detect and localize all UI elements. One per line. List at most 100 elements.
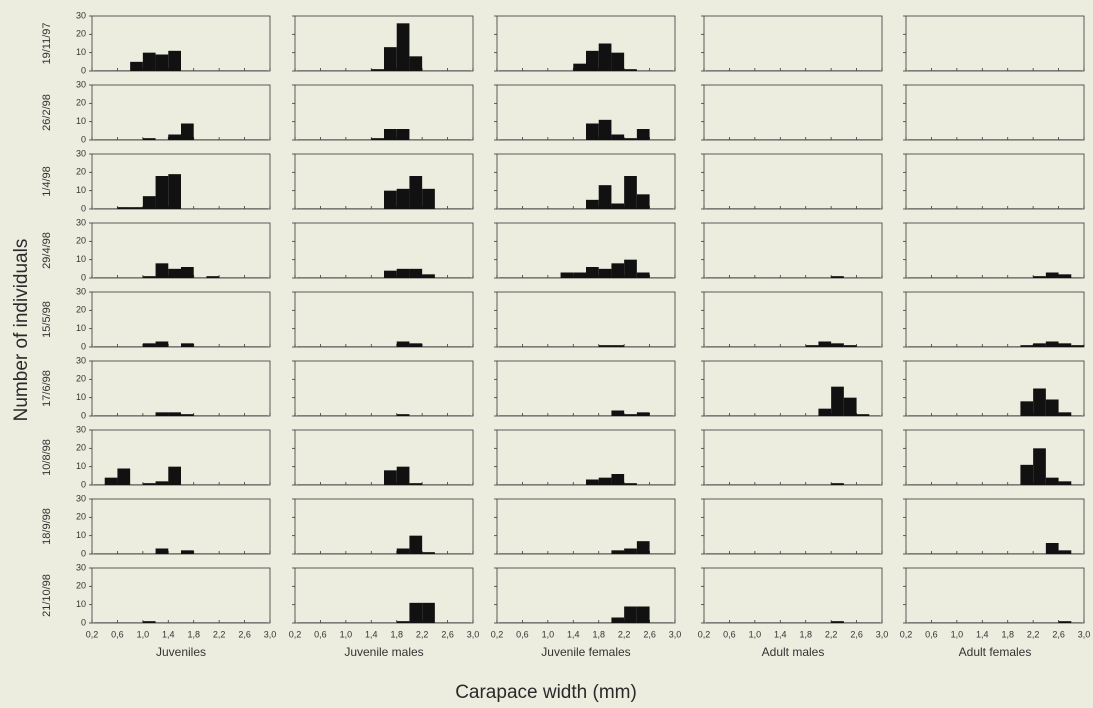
panel-frame — [905, 498, 1085, 555]
panel-frame — [703, 360, 883, 417]
histogram-bar — [168, 466, 181, 485]
histogram-bar — [155, 263, 169, 278]
panel-frame — [905, 84, 1085, 141]
x-tick-label: 3,0 — [467, 629, 480, 639]
histogram-bar — [142, 52, 156, 71]
histogram-bar — [1058, 481, 1072, 485]
panel-frame — [294, 498, 474, 555]
histogram-bar — [611, 617, 625, 623]
row-date-label: 17/6/98 — [41, 370, 53, 407]
histogram-bar — [1058, 412, 1072, 416]
y-tick-label: 20 — [76, 374, 86, 384]
histogram-bar — [168, 50, 181, 71]
histogram-bar — [636, 412, 650, 416]
histogram-bar — [181, 123, 194, 140]
histogram-bar — [422, 274, 435, 278]
x-tick-label: 2,6 — [850, 629, 863, 639]
x-tick-label: 1,8 — [592, 629, 605, 639]
histogram-bar — [168, 134, 181, 140]
y-tick-label: 30 — [76, 424, 86, 434]
x-tick-label: 1,8 — [1001, 629, 1014, 639]
y-tick-label: 20 — [76, 167, 86, 177]
histogram-bar — [586, 123, 599, 140]
column-title: Juvenile males — [344, 645, 423, 659]
x-tick-label: 1,0 — [951, 629, 964, 639]
panel-frame — [905, 360, 1085, 417]
row-date-label: 15/5/98 — [41, 301, 53, 338]
histogram-bar — [155, 341, 169, 347]
x-tick-label: 1,4 — [567, 629, 580, 639]
y-tick-label: 20 — [76, 98, 86, 108]
y-tick-label: 30 — [76, 10, 86, 20]
histogram-bar — [409, 602, 423, 623]
y-tick-label: 10 — [76, 530, 86, 540]
histogram-bar — [384, 47, 397, 71]
panel-frame — [703, 15, 883, 72]
histogram-bar — [586, 50, 599, 71]
histogram-bar — [586, 199, 599, 209]
histogram-bar — [636, 272, 650, 278]
histogram-bar — [396, 466, 410, 485]
histogram-bar — [384, 270, 397, 278]
y-tick-label: 20 — [76, 236, 86, 246]
histogram-bar — [396, 129, 410, 140]
histogram-bar — [181, 267, 194, 278]
histogram-bar — [181, 414, 194, 416]
x-tick-label: 0,6 — [516, 629, 529, 639]
x-tick-label: 2,6 — [238, 629, 251, 639]
histogram-bar — [142, 196, 156, 209]
y-tick-label: 30 — [76, 148, 86, 158]
histogram-bar — [409, 268, 423, 278]
histogram-bar — [117, 468, 131, 485]
histogram-bar — [611, 263, 625, 278]
histogram-bar — [624, 69, 637, 71]
y-tick-label: 30 — [76, 493, 86, 503]
histogram-bar — [181, 343, 194, 347]
histogram-bar — [409, 56, 423, 71]
x-tick-label: 0,6 — [925, 629, 938, 639]
x-tick-label: 3,0 — [264, 629, 277, 639]
histogram-bar — [155, 481, 169, 485]
panel-frame — [703, 429, 883, 486]
x-tick-label: 1,8 — [187, 629, 200, 639]
x-tick-label: 1,0 — [542, 629, 555, 639]
histogram-bar — [168, 268, 181, 278]
y-tick-label: 20 — [76, 29, 86, 39]
histogram-bar — [856, 414, 870, 416]
y-tick-label: 20 — [76, 581, 86, 591]
histogram-bar — [1033, 448, 1046, 485]
histogram-bar — [624, 548, 637, 554]
x-tick-label: 3,0 — [1078, 629, 1091, 639]
histogram-bar — [142, 138, 156, 140]
y-tick-label: 10 — [76, 47, 86, 57]
histogram-bar — [384, 190, 397, 209]
row-date-label: 29/4/98 — [41, 232, 53, 269]
histogram-bar — [396, 341, 410, 347]
panel-frame — [496, 429, 676, 486]
histogram-bar — [573, 63, 586, 71]
histogram-bar — [636, 194, 650, 209]
row-date-label: 21/10/98 — [41, 574, 53, 617]
histogram-bar — [1058, 274, 1072, 278]
histogram-bar — [396, 548, 410, 554]
histogram-bar — [624, 483, 637, 485]
y-tick-label: 20 — [76, 443, 86, 453]
panel-frame — [91, 291, 271, 348]
column-title: Juvenile females — [541, 645, 630, 659]
panel-frame — [294, 291, 474, 348]
histogram-bar — [409, 176, 423, 209]
x-tick-label: 0,2 — [86, 629, 99, 639]
x-tick-label: 2,2 — [1027, 629, 1040, 639]
histogram-bar — [1045, 341, 1059, 347]
histogram-bar — [598, 345, 612, 347]
histogram-bar — [831, 386, 844, 416]
y-tick-label: 0 — [81, 134, 86, 144]
histogram-bar — [396, 188, 410, 209]
panel-frame — [703, 84, 883, 141]
panel-frame — [905, 153, 1085, 210]
histogram-bar — [611, 410, 625, 416]
y-tick-label: 0 — [81, 203, 86, 213]
x-tick-label: 2,2 — [416, 629, 429, 639]
y-tick-label: 10 — [76, 185, 86, 195]
